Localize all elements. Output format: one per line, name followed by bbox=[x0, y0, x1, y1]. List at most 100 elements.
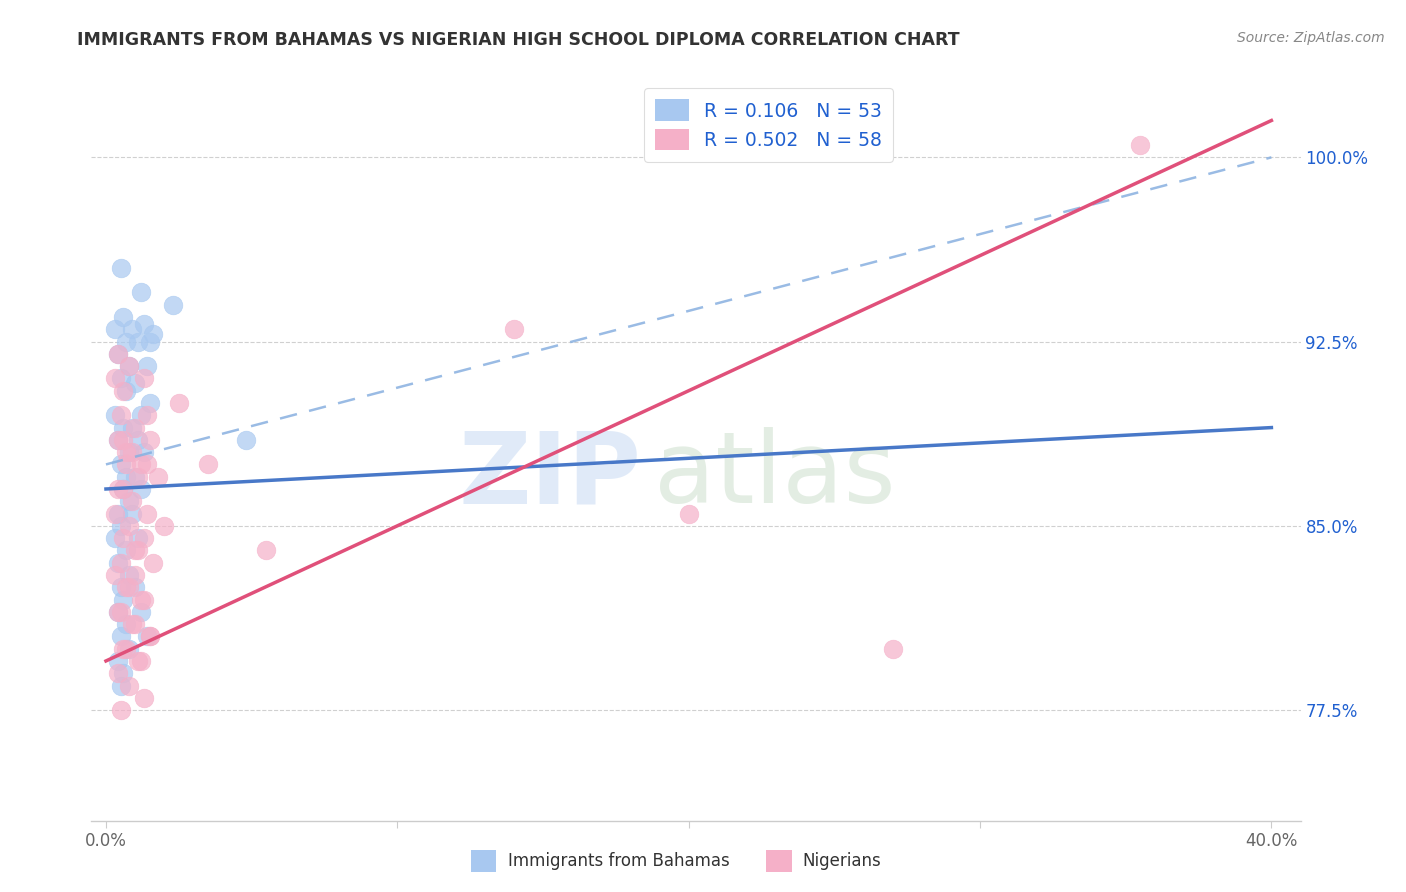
Point bbox=[107, 654, 129, 668]
Point bbox=[121, 617, 143, 632]
Point bbox=[124, 469, 146, 483]
Point bbox=[235, 433, 257, 447]
Point bbox=[112, 641, 135, 656]
Point bbox=[162, 298, 184, 312]
Point bbox=[127, 469, 149, 483]
Point bbox=[135, 507, 157, 521]
Point bbox=[118, 580, 141, 594]
Point bbox=[167, 396, 190, 410]
Point bbox=[124, 420, 146, 434]
Point bbox=[127, 433, 149, 447]
Point bbox=[127, 543, 149, 558]
Point bbox=[129, 605, 152, 619]
Point bbox=[132, 531, 155, 545]
Point bbox=[135, 409, 157, 423]
Point bbox=[148, 469, 170, 483]
Point bbox=[197, 458, 219, 472]
Point bbox=[132, 445, 155, 459]
Point bbox=[110, 580, 132, 594]
Point bbox=[107, 433, 129, 447]
Point bbox=[110, 519, 132, 533]
Point bbox=[110, 260, 132, 275]
Text: atlas: atlas bbox=[654, 427, 896, 524]
Point bbox=[110, 703, 132, 717]
Point bbox=[107, 666, 129, 681]
Point bbox=[112, 433, 135, 447]
Point bbox=[129, 592, 152, 607]
Point bbox=[104, 568, 127, 582]
Point bbox=[138, 629, 160, 643]
Point bbox=[138, 433, 160, 447]
Point bbox=[142, 556, 165, 570]
Point bbox=[104, 531, 127, 545]
Point bbox=[121, 507, 143, 521]
Point bbox=[115, 445, 138, 459]
Point bbox=[112, 666, 135, 681]
Point bbox=[115, 617, 138, 632]
Point bbox=[118, 445, 141, 459]
Point bbox=[118, 568, 141, 582]
Point bbox=[112, 420, 135, 434]
Point bbox=[115, 334, 138, 349]
Point bbox=[107, 347, 129, 361]
Point bbox=[121, 494, 143, 508]
Point bbox=[110, 556, 132, 570]
Point bbox=[118, 359, 141, 373]
Point bbox=[110, 458, 132, 472]
Point bbox=[110, 605, 132, 619]
Point bbox=[138, 334, 160, 349]
Point bbox=[127, 334, 149, 349]
Point bbox=[104, 409, 127, 423]
Point bbox=[118, 641, 141, 656]
Point bbox=[132, 690, 155, 705]
Point bbox=[115, 580, 138, 594]
Point bbox=[138, 629, 160, 643]
Point bbox=[124, 580, 146, 594]
Point bbox=[115, 384, 138, 398]
Point bbox=[118, 519, 141, 533]
Text: Nigerians: Nigerians bbox=[803, 852, 882, 871]
Point bbox=[110, 371, 132, 385]
Point bbox=[112, 482, 135, 496]
Point bbox=[112, 592, 135, 607]
Point bbox=[142, 327, 165, 342]
Point bbox=[129, 409, 152, 423]
Text: Source: ZipAtlas.com: Source: ZipAtlas.com bbox=[1237, 31, 1385, 45]
Point bbox=[115, 641, 138, 656]
Point bbox=[135, 629, 157, 643]
Point bbox=[115, 469, 138, 483]
Point bbox=[107, 347, 129, 361]
Point bbox=[129, 654, 152, 668]
Point bbox=[107, 605, 129, 619]
Point bbox=[112, 384, 135, 398]
Text: Immigrants from Bahamas: Immigrants from Bahamas bbox=[508, 852, 730, 871]
Point bbox=[135, 458, 157, 472]
Point bbox=[107, 507, 129, 521]
Text: IMMIGRANTS FROM BAHAMAS VS NIGERIAN HIGH SCHOOL DIPLOMA CORRELATION CHART: IMMIGRANTS FROM BAHAMAS VS NIGERIAN HIGH… bbox=[77, 31, 960, 49]
Point bbox=[104, 507, 127, 521]
Point bbox=[121, 445, 143, 459]
Point bbox=[104, 322, 127, 336]
Point bbox=[107, 433, 129, 447]
Point bbox=[132, 318, 155, 332]
Point bbox=[121, 322, 143, 336]
Point bbox=[107, 605, 129, 619]
Point bbox=[124, 568, 146, 582]
Point bbox=[127, 654, 149, 668]
Point bbox=[129, 482, 152, 496]
Point bbox=[110, 629, 132, 643]
Point bbox=[124, 543, 146, 558]
Point bbox=[118, 359, 141, 373]
Point bbox=[132, 592, 155, 607]
Point bbox=[112, 531, 135, 545]
Point bbox=[132, 371, 155, 385]
Point bbox=[112, 310, 135, 324]
Point bbox=[1129, 138, 1152, 153]
Point bbox=[115, 543, 138, 558]
Point bbox=[104, 371, 127, 385]
Legend: R = 0.106   N = 53, R = 0.502   N = 58: R = 0.106 N = 53, R = 0.502 N = 58 bbox=[644, 88, 893, 161]
Point bbox=[115, 458, 138, 472]
Point bbox=[112, 482, 135, 496]
Point bbox=[678, 507, 700, 521]
Point bbox=[254, 543, 277, 558]
